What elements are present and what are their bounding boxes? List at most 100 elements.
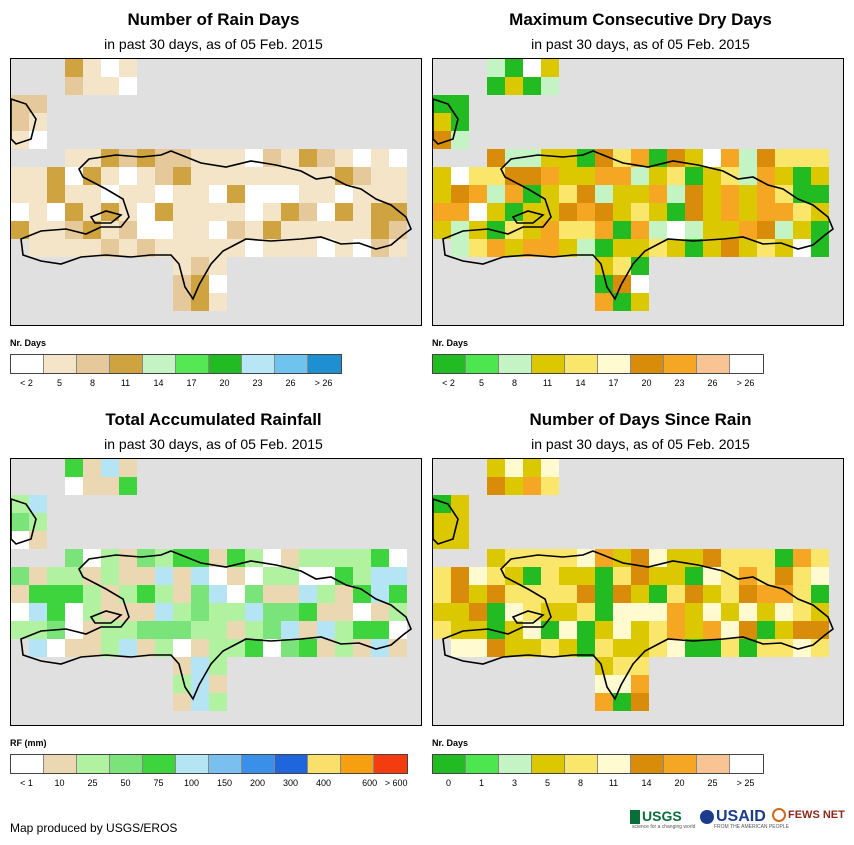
raster-cell bbox=[101, 459, 119, 477]
raster-cell bbox=[299, 621, 317, 639]
raster-cell bbox=[487, 477, 505, 495]
raster-cell bbox=[469, 239, 487, 257]
raster-cell bbox=[281, 621, 299, 639]
legend-swatch bbox=[499, 355, 532, 373]
raster-cell bbox=[631, 203, 649, 221]
raster-cell bbox=[137, 621, 155, 639]
raster-cell bbox=[137, 239, 155, 257]
raster-cell bbox=[389, 185, 407, 203]
legend-label: 25 bbox=[707, 778, 718, 788]
raster-cell bbox=[577, 621, 595, 639]
raster-cell bbox=[757, 603, 775, 621]
raster-cell bbox=[685, 585, 703, 603]
raster-cell bbox=[811, 221, 829, 239]
legend-label: 17 bbox=[186, 378, 197, 388]
raster-cell bbox=[487, 167, 505, 185]
raster-cell bbox=[65, 59, 83, 77]
raster-cell bbox=[523, 477, 541, 495]
raster-cell bbox=[811, 549, 829, 567]
raster-cell bbox=[595, 567, 613, 585]
raster-cell bbox=[487, 185, 505, 203]
map-svg bbox=[433, 459, 834, 711]
raster-cell bbox=[757, 567, 775, 585]
panel-subtitle: in past 30 days, as of 05 Feb. 2015 bbox=[104, 36, 323, 52]
raster-cell bbox=[487, 149, 505, 167]
raster-cell bbox=[631, 567, 649, 585]
raster-cell bbox=[793, 167, 811, 185]
raster-cell bbox=[739, 621, 757, 639]
raster-cell bbox=[353, 149, 371, 167]
raster-cell bbox=[101, 477, 119, 495]
raster-cell bbox=[523, 549, 541, 567]
raster-cell bbox=[775, 621, 793, 639]
raster-cell bbox=[209, 585, 227, 603]
hispaniola-outline bbox=[20, 150, 412, 301]
raster-cell bbox=[739, 239, 757, 257]
raster-cell bbox=[29, 185, 47, 203]
raster-cell bbox=[245, 621, 263, 639]
raster-cell bbox=[119, 477, 137, 495]
raster-cell bbox=[389, 567, 407, 585]
raster-cell bbox=[631, 603, 649, 621]
raster-cell bbox=[721, 221, 739, 239]
raster-cell bbox=[559, 621, 577, 639]
raster-cell bbox=[389, 621, 407, 639]
raster-cell bbox=[721, 149, 739, 167]
panel-subtitle: in past 30 days, as of 05 Feb. 2015 bbox=[531, 436, 750, 452]
legend-swatch bbox=[697, 755, 730, 773]
raster-cell bbox=[209, 203, 227, 221]
raster-cell bbox=[523, 149, 541, 167]
raster-cell bbox=[83, 221, 101, 239]
raster-cell bbox=[793, 221, 811, 239]
legend-bar bbox=[432, 754, 764, 774]
raster-cell bbox=[613, 621, 631, 639]
legend-label: < 2 bbox=[442, 378, 455, 388]
raster-cell bbox=[209, 603, 227, 621]
legend-swatch bbox=[730, 755, 763, 773]
legend-title: Nr. Days bbox=[432, 338, 469, 348]
raster-cell bbox=[389, 239, 407, 257]
raster-cell bbox=[227, 567, 245, 585]
raster-cell bbox=[775, 549, 793, 567]
raster-cell bbox=[613, 239, 631, 257]
raster-cell bbox=[487, 567, 505, 585]
raster-cell bbox=[577, 585, 595, 603]
legend-swatch bbox=[77, 755, 110, 773]
raster-cell bbox=[281, 221, 299, 239]
legend-bar bbox=[10, 354, 342, 374]
raster-cell bbox=[433, 95, 451, 113]
raster-cell bbox=[29, 639, 47, 657]
raster-cell bbox=[245, 203, 263, 221]
legend-label: 5 bbox=[478, 378, 485, 388]
raster-cell bbox=[227, 149, 245, 167]
raster-cell bbox=[173, 185, 191, 203]
raster-cell bbox=[649, 621, 667, 639]
legend-label: 11 bbox=[120, 378, 131, 388]
raster-cell bbox=[119, 549, 137, 567]
raster-cell bbox=[11, 603, 29, 621]
raster-cell bbox=[811, 185, 829, 203]
raster-cell bbox=[119, 459, 137, 477]
raster-cell bbox=[317, 221, 335, 239]
legend-label: < 1 bbox=[20, 778, 33, 788]
raster-cell bbox=[433, 603, 451, 621]
raster-cell bbox=[631, 239, 649, 257]
raster-cell bbox=[613, 293, 631, 311]
panel-max-dry-days: Maximum Consecutive Dry Days in past 30 … bbox=[427, 0, 854, 400]
raster-cell bbox=[209, 149, 227, 167]
raster-cell bbox=[389, 639, 407, 657]
raster-cell bbox=[299, 149, 317, 167]
raster-cell bbox=[505, 203, 523, 221]
raster-cell bbox=[649, 149, 667, 167]
panel-title: Number of Rain Days bbox=[127, 10, 300, 29]
raster-cell bbox=[371, 221, 389, 239]
usaid-tagline: FROM THE AMERICAN PEOPLE bbox=[714, 824, 789, 830]
raster-cell bbox=[811, 585, 829, 603]
raster-cell bbox=[65, 639, 83, 657]
raster-cell bbox=[559, 149, 577, 167]
raster-cell bbox=[613, 149, 631, 167]
raster-cell bbox=[541, 167, 559, 185]
raster-cell bbox=[137, 185, 155, 203]
raster-cell bbox=[613, 603, 631, 621]
raster-cell bbox=[541, 185, 559, 203]
